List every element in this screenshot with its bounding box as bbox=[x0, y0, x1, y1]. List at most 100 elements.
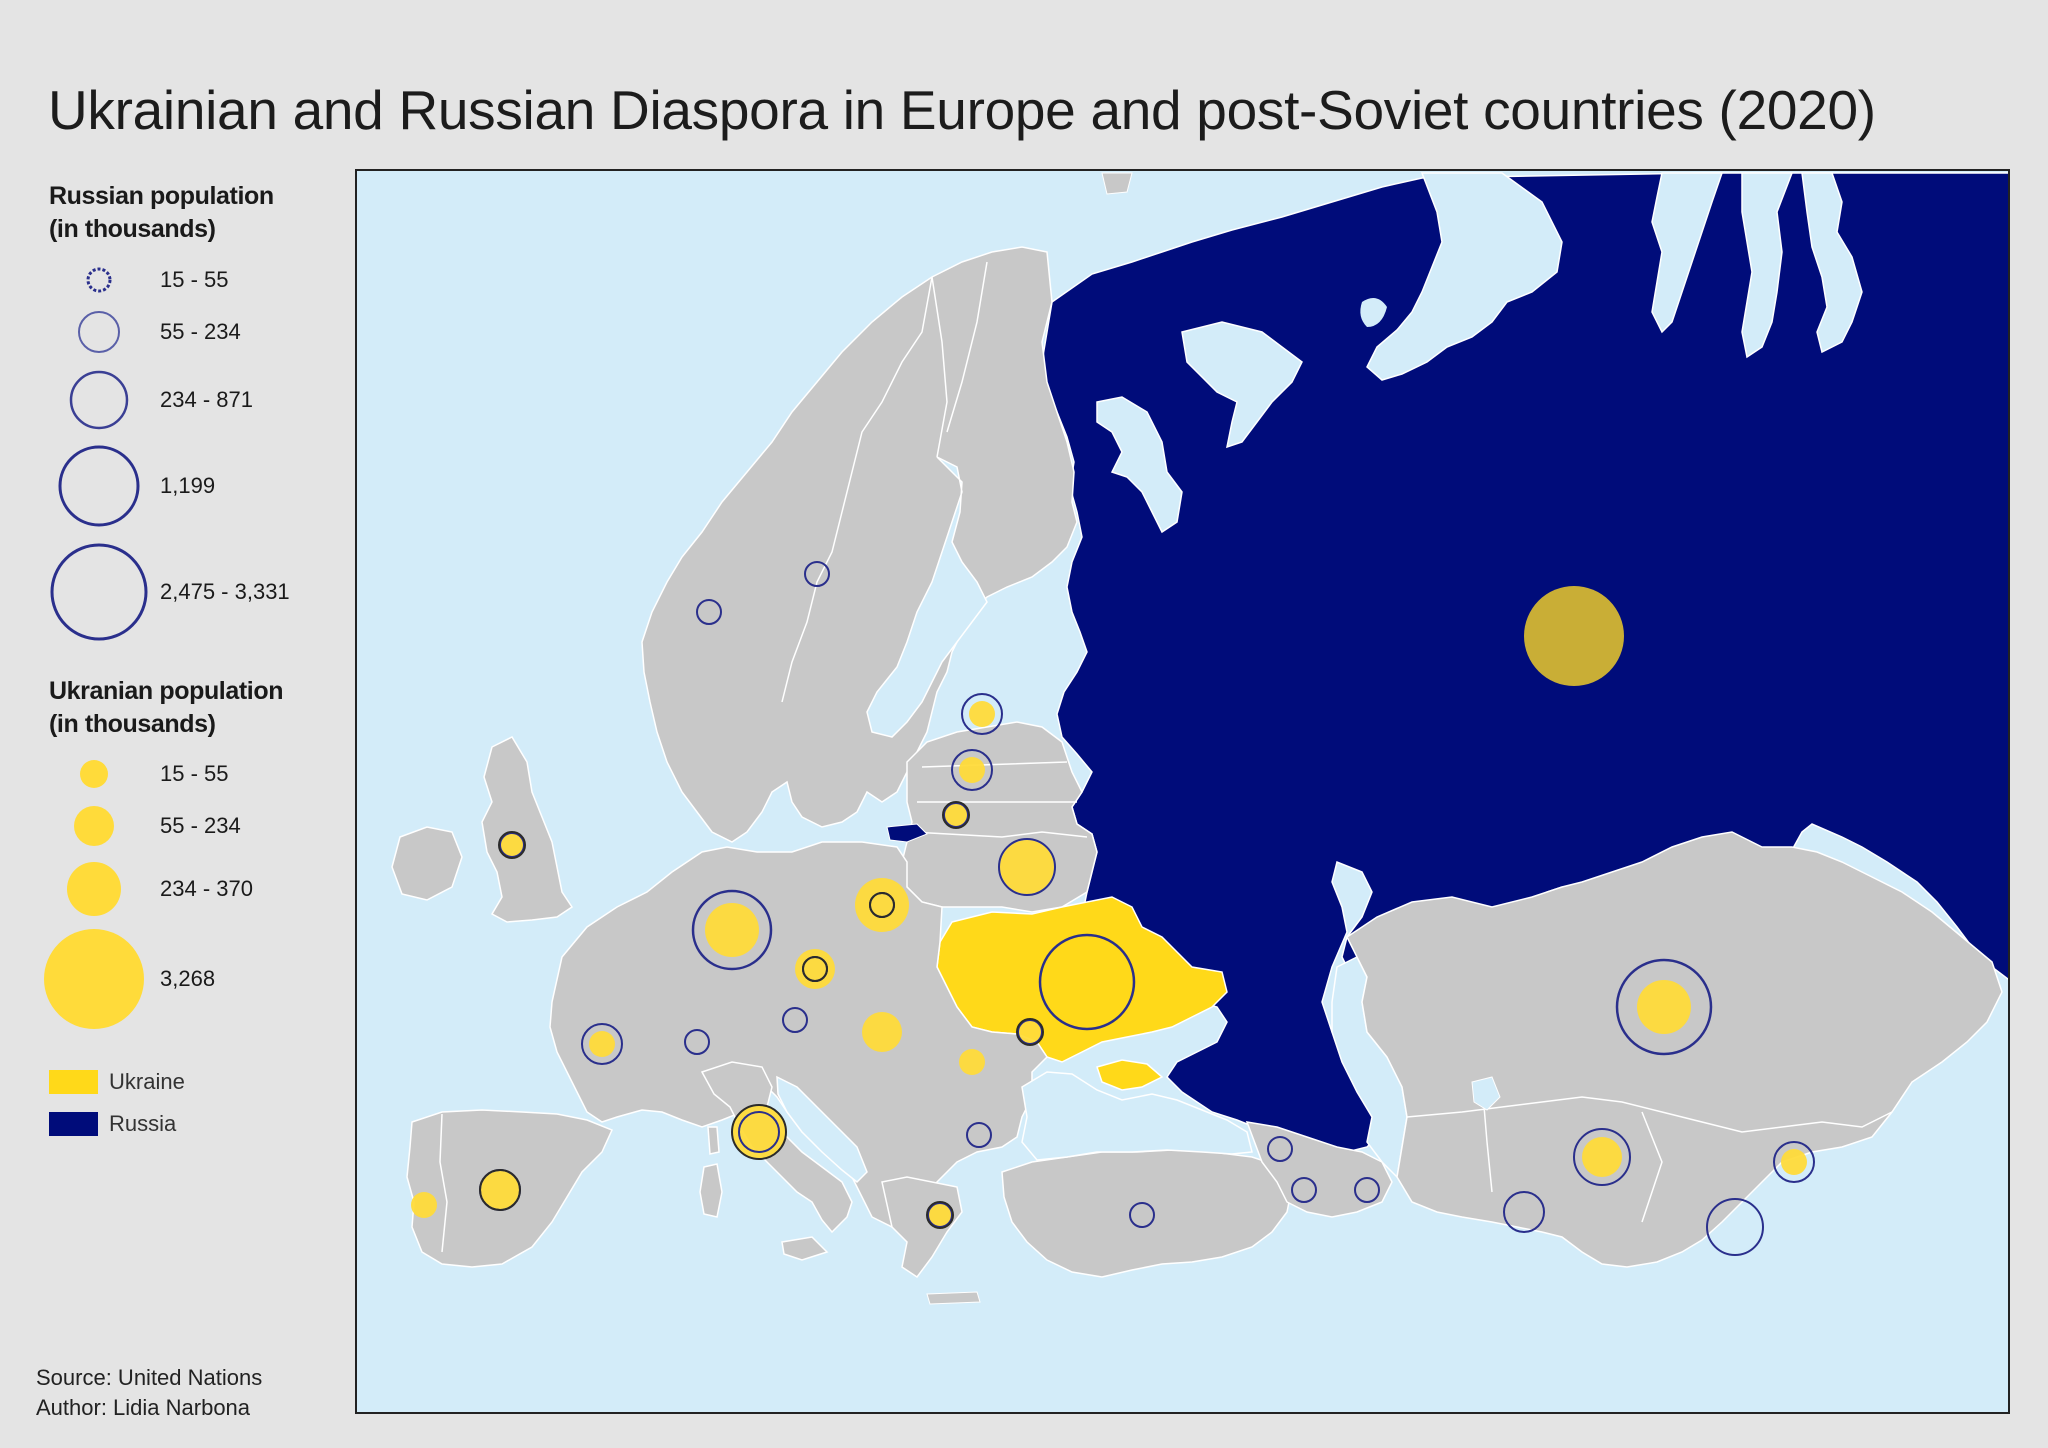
ireland bbox=[391, 826, 463, 901]
source-note: Source: United Nations bbox=[36, 1365, 263, 1390]
scandinavia-area bbox=[641, 246, 1078, 843]
arctic-island bbox=[1360, 298, 1387, 327]
ob-gulf bbox=[1741, 172, 1794, 359]
ukrainian-class-label: 55 - 234 bbox=[160, 813, 241, 838]
portugal-border bbox=[439, 1113, 448, 1253]
legend: Russian population (in thousands) 15 - 5… bbox=[0, 0, 350, 1448]
russian-population-ring bbox=[1038, 933, 1136, 1031]
ukrainian-population-circle bbox=[927, 1202, 953, 1228]
ukrainian-population-circle bbox=[589, 1031, 615, 1057]
ukrainian-circle-outline bbox=[869, 892, 895, 918]
ukrainian-legend-heading: Ukranian population (in thousands) bbox=[49, 675, 283, 741]
ukrainian-population-circle bbox=[959, 1049, 985, 1075]
ukrainian-circle-outline bbox=[926, 1201, 954, 1229]
black-sea bbox=[1021, 1071, 1253, 1161]
ukrainian-circle-symbol bbox=[67, 862, 121, 916]
russian-population-ring bbox=[691, 889, 773, 971]
sicily bbox=[781, 1236, 829, 1261]
russian-population-ring bbox=[961, 693, 1003, 735]
russian-ring-symbol bbox=[69, 370, 129, 430]
ukrainian-population-circle bbox=[969, 701, 995, 727]
symbol-layer bbox=[411, 561, 1815, 1256]
ukrainian-population-circle bbox=[862, 1012, 902, 1052]
ukrainian-circle-symbol bbox=[44, 929, 144, 1029]
ukrainian-population-circle bbox=[1000, 840, 1054, 894]
russian-ring-symbol bbox=[58, 445, 140, 527]
map-title: Ukrainian and Russian Diaspora in Europe… bbox=[48, 79, 1876, 141]
central-asia bbox=[1346, 831, 2003, 1268]
ukrainian-circle-outline bbox=[1016, 1018, 1044, 1046]
russian-population-ring bbox=[1503, 1191, 1545, 1233]
ukrainian-circle-outline bbox=[479, 1169, 521, 1211]
corsica bbox=[707, 1126, 720, 1155]
russian-ring-symbol bbox=[78, 311, 120, 353]
svalbard-hint bbox=[1101, 172, 1133, 195]
adriatic-sea bbox=[776, 1075, 868, 1184]
russian-population-ring bbox=[581, 1023, 623, 1065]
russian-class-label: 1,199 bbox=[160, 473, 216, 498]
russian-population-ring bbox=[738, 1111, 780, 1153]
ukrainian-population-circle bbox=[1524, 586, 1624, 686]
ukrainian-class-label: 3,268 bbox=[160, 966, 216, 991]
crete bbox=[926, 1291, 981, 1305]
russian-population-ring bbox=[1267, 1136, 1293, 1162]
ukrainian-population-circle bbox=[480, 1170, 520, 1210]
aral-sea bbox=[1471, 1076, 1501, 1111]
map bbox=[355, 169, 2010, 1414]
europe-mainland bbox=[549, 841, 1048, 1228]
great-britain bbox=[481, 736, 574, 923]
ukrainian-population-circle bbox=[959, 757, 985, 783]
ukrainian-circle-outline bbox=[802, 956, 828, 982]
yenisei-gulf bbox=[1801, 172, 1863, 354]
russia-swatch-label: Russia bbox=[109, 1111, 177, 1136]
ukrainian-heading-line2: (in thousands) bbox=[49, 710, 216, 738]
russian-class-label: 2,475 - 3,331 bbox=[160, 579, 290, 604]
ukrainian-circle-symbol bbox=[80, 760, 108, 788]
ukrainian-class-label: 234 - 370 bbox=[160, 876, 253, 901]
russian-population-ring bbox=[1573, 1128, 1631, 1186]
ukrainian-circle-symbol bbox=[74, 806, 114, 846]
crimea bbox=[1096, 1059, 1164, 1091]
ukrainian-class-label: 15 - 55 bbox=[160, 761, 229, 786]
nordic-borders bbox=[781, 261, 988, 703]
baltic-region bbox=[901, 721, 1098, 913]
russian-population-ring bbox=[782, 1007, 808, 1033]
ukrainian-population-circle bbox=[1582, 1137, 1622, 1177]
ukrainian-population-circle bbox=[943, 802, 969, 828]
russian-legend-heading: Russian population (in thousands) bbox=[49, 180, 274, 246]
author-note: Author: Lidia Narbona bbox=[36, 1395, 251, 1420]
ukrainian-population-circle bbox=[1637, 980, 1691, 1034]
ukrainian-circle-outline bbox=[942, 801, 970, 829]
white-sea bbox=[1096, 396, 1183, 534]
russian-population-ring bbox=[684, 1029, 710, 1055]
gulf-of-bothnia bbox=[866, 456, 988, 738]
ukrainian-circle-outline bbox=[731, 1104, 787, 1160]
russian-class-label: 15 - 55 bbox=[160, 267, 229, 292]
kara-bay bbox=[1651, 172, 1724, 334]
ukrainian-population-circle bbox=[705, 903, 759, 957]
ukrainian-population-circle bbox=[499, 832, 525, 858]
russian-population-ring bbox=[966, 1122, 992, 1148]
russian-heading-line2: (in thousands) bbox=[49, 215, 216, 243]
ukrainian-population-circle bbox=[1017, 1019, 1043, 1045]
novaya-zemlya-sea bbox=[1366, 172, 1563, 381]
kaliningrad bbox=[886, 823, 928, 843]
ukrainian-population-circle bbox=[1781, 1149, 1807, 1175]
russian-heading-line1: Russian population bbox=[49, 182, 274, 210]
ukrainian-population-circle bbox=[855, 878, 909, 932]
russia-swatch bbox=[49, 1112, 98, 1136]
russian-class-label: 55 - 234 bbox=[160, 319, 241, 344]
russian-population-ring bbox=[1291, 1177, 1317, 1203]
greece bbox=[881, 1176, 963, 1279]
map-canvas bbox=[391, 172, 2008, 1305]
russian-population-ring bbox=[1129, 1202, 1155, 1228]
russian-population-ring bbox=[1706, 1198, 1764, 1256]
ukrainian-population-circle bbox=[411, 1192, 437, 1218]
russia-area bbox=[1041, 172, 2008, 1153]
baltic-borders bbox=[911, 761, 1088, 838]
russian-class-label: 234 - 871 bbox=[160, 387, 253, 412]
russian-ring-symbol bbox=[50, 543, 148, 641]
sardinia bbox=[699, 1163, 723, 1218]
ukraine-swatch-label: Ukraine bbox=[109, 1069, 185, 1094]
russian-population-ring bbox=[1615, 958, 1713, 1056]
